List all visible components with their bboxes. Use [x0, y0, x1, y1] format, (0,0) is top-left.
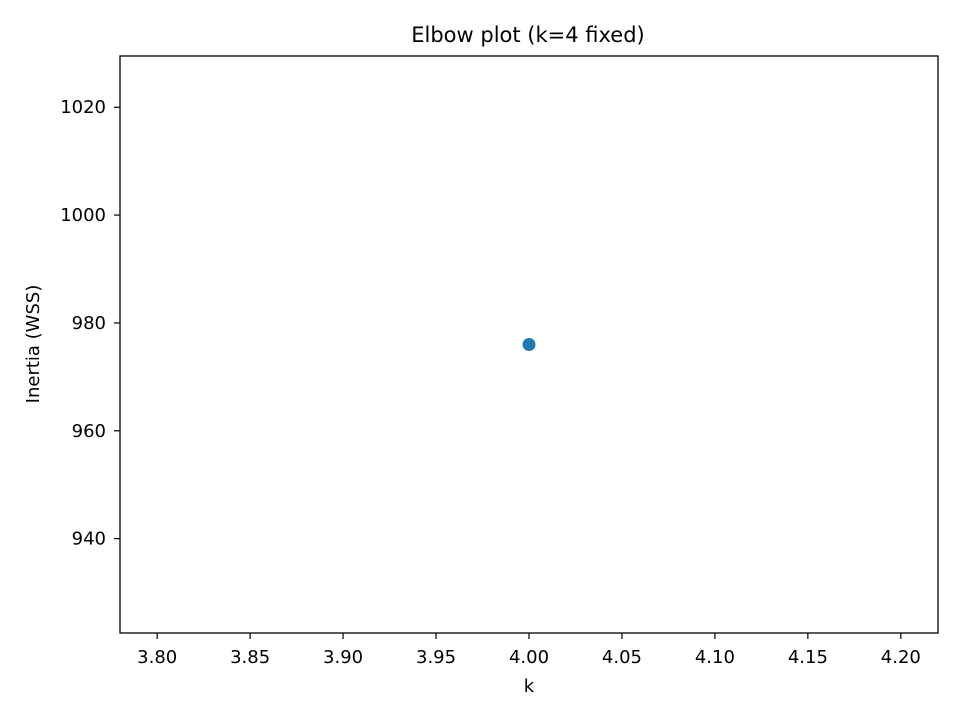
x-tick-label: 4.20 — [881, 647, 921, 668]
y-axis-label: Inertia (WSS) — [23, 285, 44, 404]
y-tick-label: 980 — [72, 313, 106, 334]
x-tick-label: 3.80 — [137, 647, 177, 668]
x-tick-label: 4.10 — [695, 647, 735, 668]
y-tick-label: 960 — [72, 421, 106, 442]
data-point — [522, 338, 536, 351]
x-tick-label: 4.05 — [602, 647, 642, 668]
x-tick-label: 3.90 — [323, 647, 363, 668]
y-tick-label: 1020 — [60, 97, 106, 118]
x-tick-label: 3.85 — [230, 647, 270, 668]
y-axis-ticks: 940 960 980 1000 1020 — [60, 97, 120, 550]
chart-title: Elbow plot (k=4 fixed) — [411, 23, 645, 47]
x-tick-label: 4.00 — [509, 647, 549, 668]
x-axis-label: k — [524, 676, 535, 697]
plot-area-frame — [119, 55, 939, 634]
x-tick-label: 4.15 — [788, 647, 828, 668]
plot-marks — [522, 338, 536, 351]
x-tick-label: 3.95 — [416, 647, 456, 668]
y-tick-label: 940 — [72, 529, 106, 550]
x-axis-ticks: 3.80 3.85 3.90 3.95 4.00 4.05 4.10 4.15 4.20 — [137, 633, 921, 668]
y-tick-label: 1000 — [60, 205, 106, 226]
